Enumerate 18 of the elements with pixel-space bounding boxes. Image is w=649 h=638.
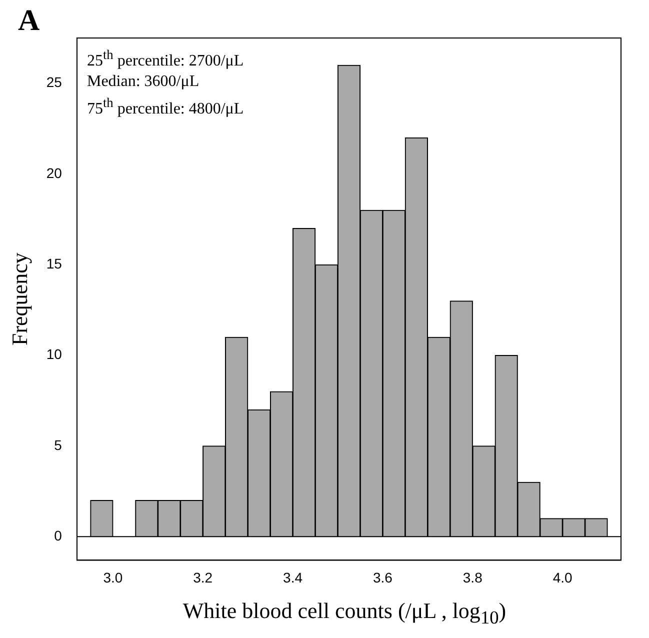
x-tick-label: 3.6 — [372, 569, 393, 586]
x-tick-label: 3.2 — [193, 569, 213, 586]
y-axis-title: Frequency — [6, 252, 32, 346]
y-tick-label: 25 — [46, 74, 62, 90]
chart-title: A — [18, 4, 40, 38]
x-axis-title: White blood cell counts (/μL , log$_{10}$) — [182, 598, 508, 628]
x-tick-label: 3.8 — [462, 569, 483, 586]
y-tick-label: 5 — [54, 436, 62, 453]
y-tick-label: 20 — [46, 164, 62, 181]
x-tick-label: 3.4 — [283, 569, 303, 586]
y-tick-label: 15 — [46, 256, 62, 272]
annotation: Median: 3600/μL — [86, 72, 200, 92]
annotation: 25$^{th}$ percentile: 2700/μL — [86, 46, 244, 72]
x-tick-label: 4.0 — [552, 569, 572, 586]
y-tick-label: 0 — [54, 527, 62, 544]
annotation: 75$^{th}$ percentile: 4800/μL — [86, 94, 244, 120]
x-tick-label: 3.0 — [103, 569, 123, 586]
y-tick-label: 10 — [46, 346, 62, 362]
